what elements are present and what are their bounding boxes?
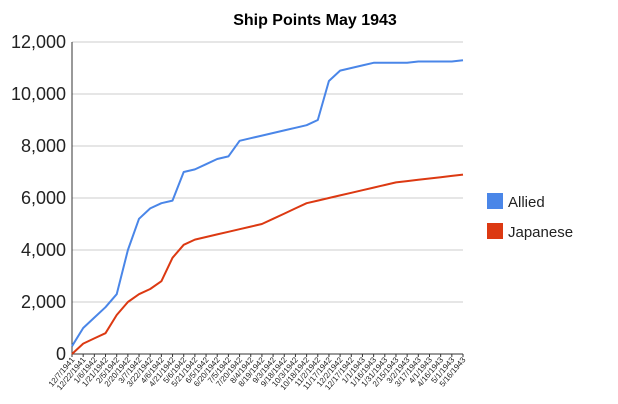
legend: Allied Japanese — [487, 193, 573, 241]
y-tick-label: 10,000 — [11, 84, 66, 104]
axes — [71, 42, 463, 355]
gridlines — [72, 41, 463, 355]
y-tick-label: 2,000 — [21, 292, 66, 312]
legend-swatch-allied — [487, 193, 503, 209]
series-line-japanese — [71, 173, 464, 355]
y-tick-label: 0 — [56, 344, 66, 364]
y-tick-label: 8,000 — [21, 136, 66, 156]
y-tick-label: 4,000 — [21, 240, 66, 260]
series-lines — [71, 59, 464, 355]
x-axis-ticks: 12/7/194112/22/19411/6/19421/21/19422/5/… — [47, 354, 468, 392]
y-tick-label: 6,000 — [21, 188, 66, 208]
series-line-allied — [71, 59, 464, 347]
legend-label-allied: Allied — [508, 194, 545, 211]
y-axis-ticks: 0 2,000 4,000 6,000 8,000 10,000 12,000 — [11, 32, 66, 364]
y-tick-label: 12,000 — [11, 32, 66, 52]
chart-title: Ship Points May 1943 — [233, 12, 397, 29]
legend-label-japanese: Japanese — [508, 224, 573, 241]
legend-swatch-japanese — [487, 223, 503, 239]
